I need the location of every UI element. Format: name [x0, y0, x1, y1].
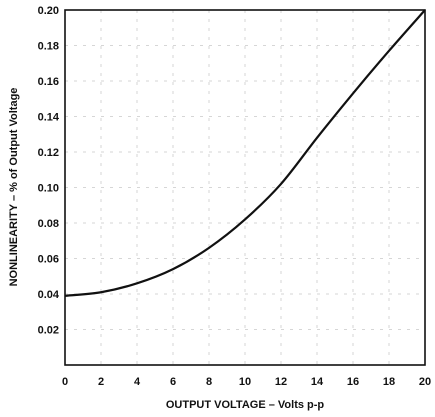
x-tick-label: 20 [419, 376, 431, 388]
grid [65, 10, 425, 365]
x-tick-label: 16 [347, 376, 359, 388]
x-tick-label: 6 [170, 376, 176, 388]
y-tick-label: 0.06 [38, 254, 59, 266]
y-tick-label: 0.02 [38, 325, 59, 337]
y-tick-labels: 0.02 0.04 0.06 0.08 0.10 0.12 0.14 0.16 0.18 0.20 [38, 5, 60, 337]
y-tick-label: 0.10 [38, 183, 59, 195]
x-tick-label: 10 [239, 376, 251, 388]
x-tick-label: 14 [311, 376, 324, 388]
y-tick-label: 0.20 [38, 5, 59, 17]
y-tick-label: 0.16 [38, 76, 59, 88]
x-axis-label: OUTPUT VOLTAGE – Volts p-p [166, 399, 325, 411]
series-line [64, 9, 426, 297]
y-tick-label: 0.18 [38, 41, 59, 53]
x-tick-label: 2 [98, 376, 104, 388]
x-tick-label: 4 [134, 376, 141, 388]
y-tick-label: 0.04 [38, 289, 60, 301]
x-tick-label: 12 [275, 376, 287, 388]
plot-frame [64, 9, 426, 366]
y-tick-label: 0.08 [38, 218, 59, 230]
x-tick-labels: 0 2 4 6 8 10 12 14 16 18 20 [62, 376, 431, 388]
y-axis-label: NONLINEARITY – % of Output Voltage [8, 88, 20, 287]
x-tick-label: 18 [383, 376, 395, 388]
x-tick-label: 0 [62, 376, 68, 388]
y-tick-label: 0.14 [38, 112, 60, 124]
x-tick-label: 8 [206, 376, 212, 388]
y-tick-label: 0.12 [38, 147, 59, 159]
